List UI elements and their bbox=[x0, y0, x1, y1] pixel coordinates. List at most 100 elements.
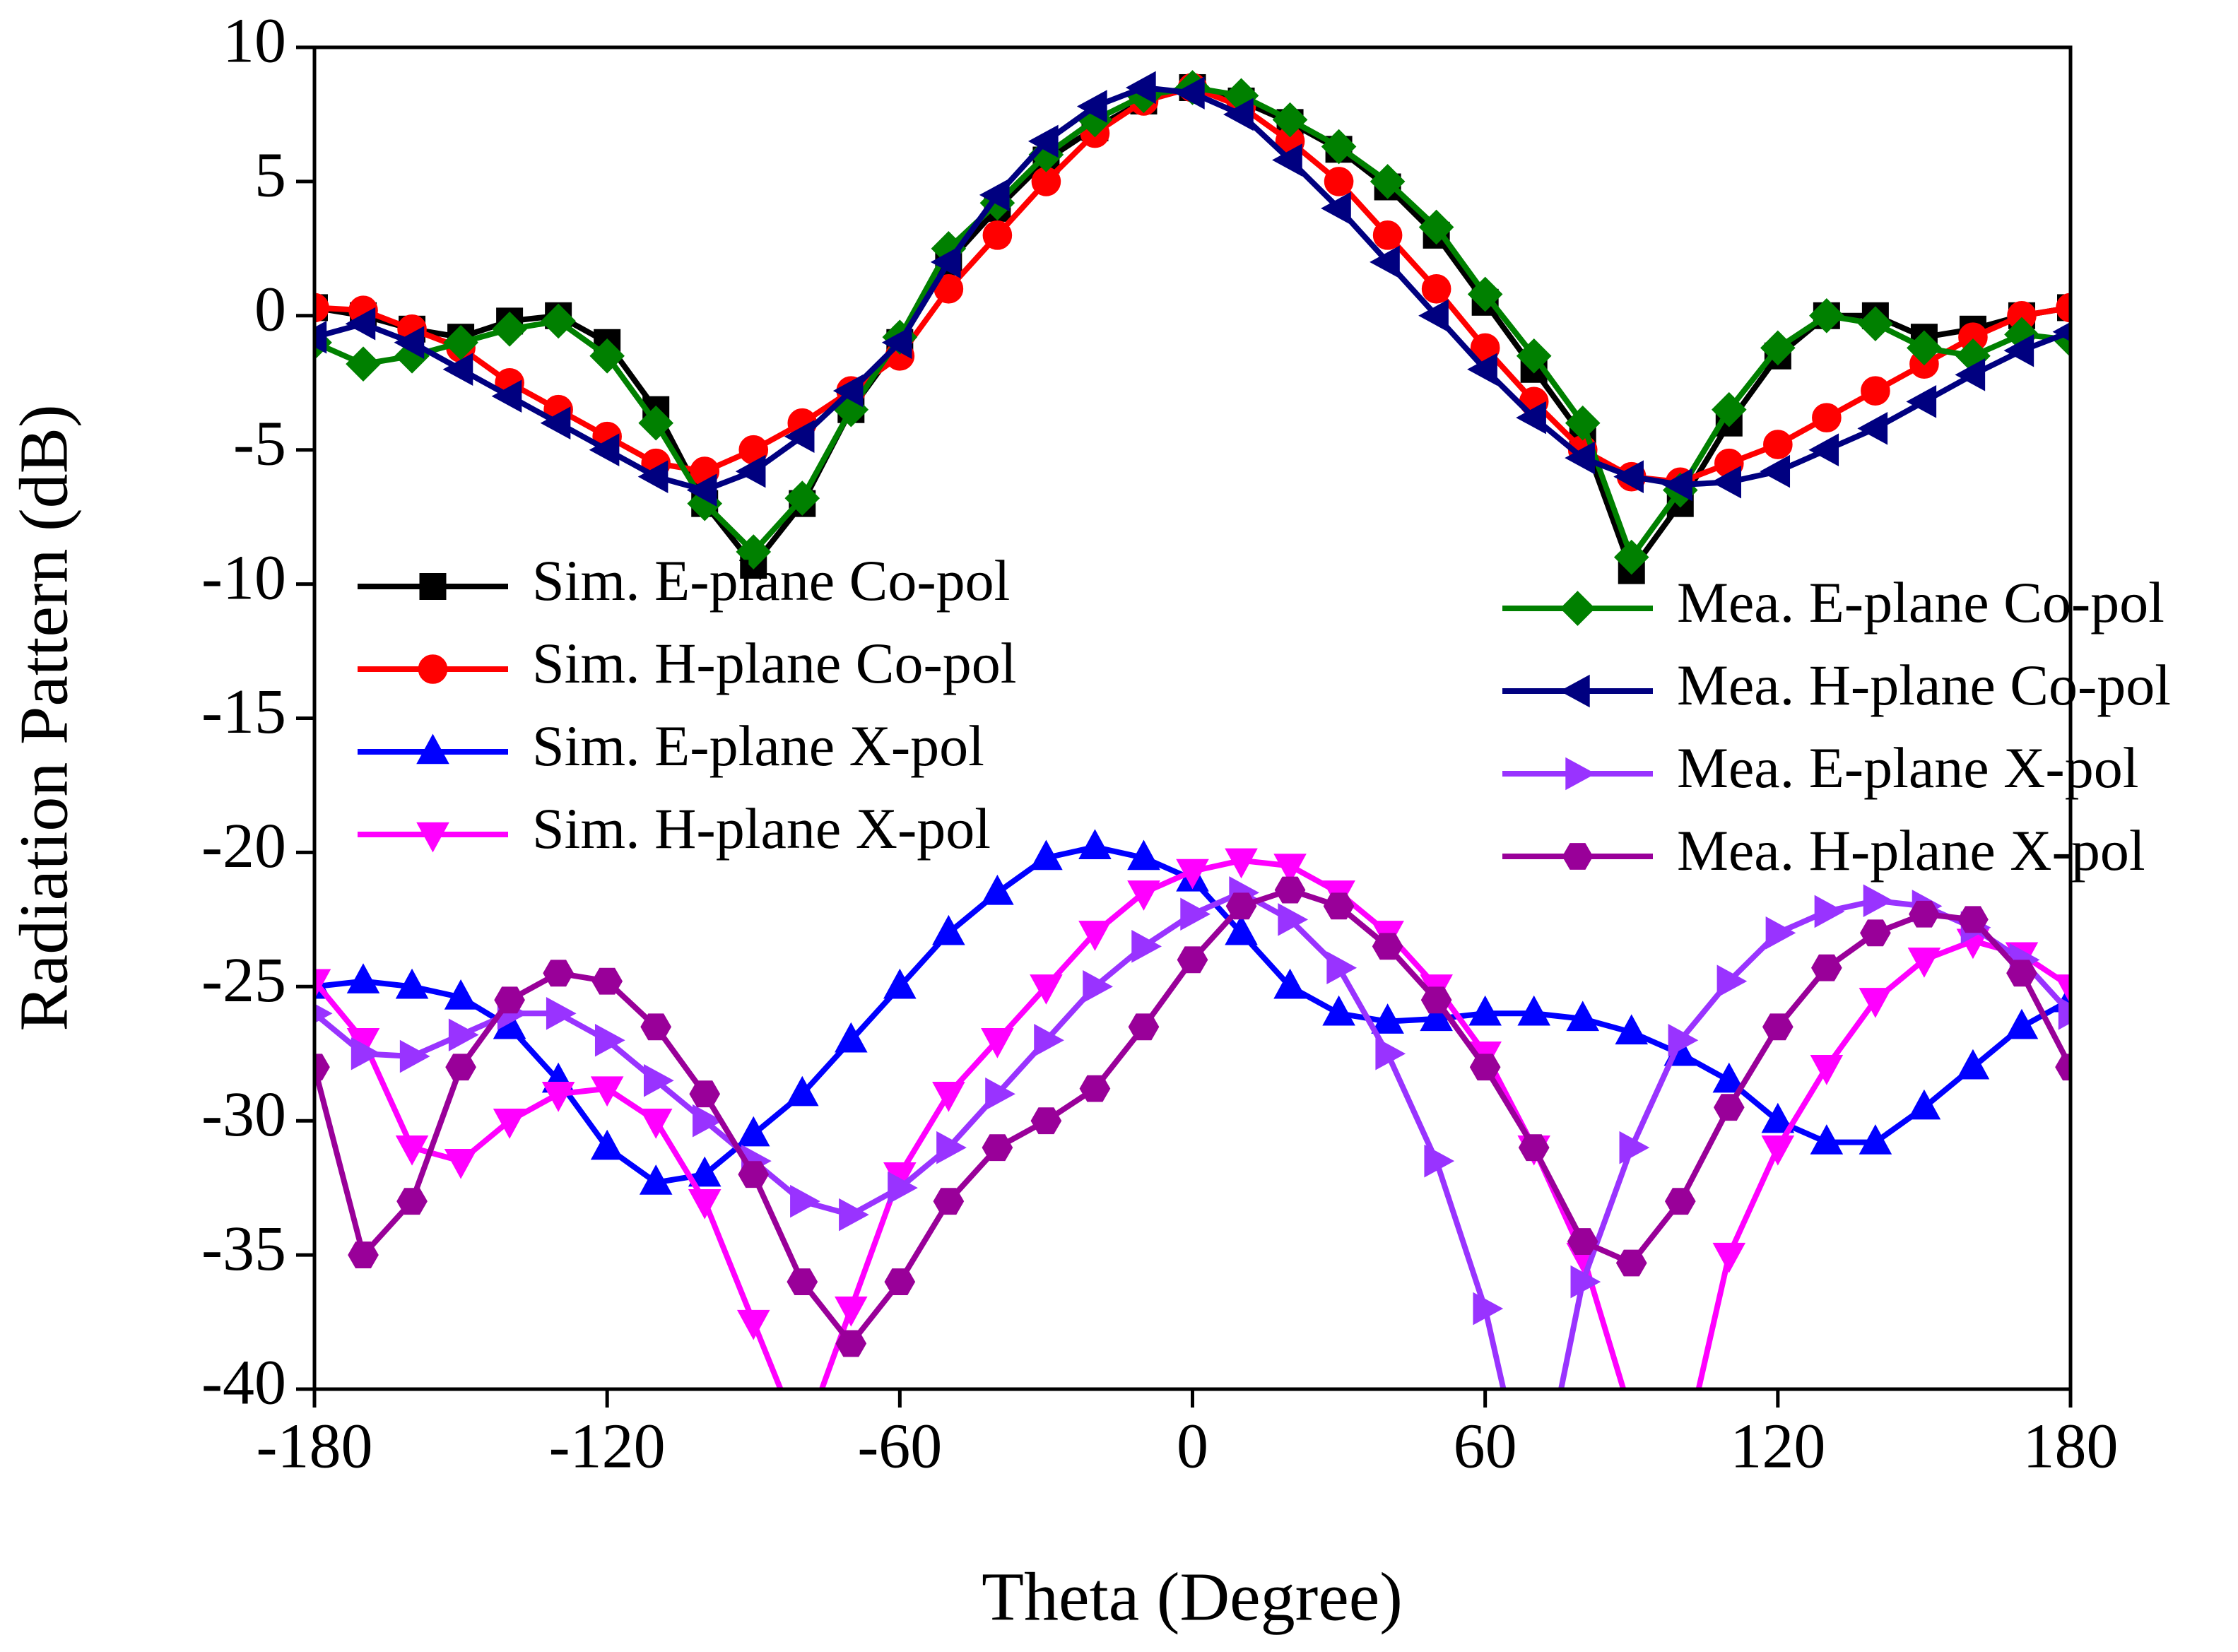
y-tick-label: -25 bbox=[201, 945, 286, 1015]
marker bbox=[1424, 1144, 1455, 1178]
marker bbox=[1321, 191, 1351, 225]
marker bbox=[981, 1028, 1014, 1058]
marker bbox=[1180, 897, 1211, 931]
marker bbox=[1420, 986, 1452, 1014]
marker bbox=[1808, 433, 1839, 466]
marker bbox=[1516, 401, 1546, 435]
marker bbox=[639, 1109, 673, 1139]
marker bbox=[394, 326, 425, 360]
marker bbox=[784, 480, 820, 516]
marker bbox=[442, 353, 473, 387]
marker bbox=[643, 1063, 674, 1097]
marker bbox=[1372, 220, 1403, 250]
marker bbox=[395, 968, 429, 999]
y-tick-label: -5 bbox=[233, 408, 286, 478]
marker bbox=[1861, 376, 1890, 406]
marker bbox=[443, 324, 478, 360]
marker bbox=[686, 473, 717, 507]
marker bbox=[2054, 974, 2071, 1005]
marker bbox=[444, 979, 478, 1010]
x-tick-label: -120 bbox=[549, 1412, 666, 1482]
marker bbox=[1859, 1124, 1892, 1155]
legend-label: Mea. H-plane X-pol bbox=[1677, 818, 2145, 883]
marker bbox=[1566, 1001, 1600, 1032]
marker bbox=[835, 1296, 868, 1327]
legend-marker bbox=[419, 573, 447, 600]
marker bbox=[736, 1309, 770, 1340]
marker bbox=[981, 874, 1014, 905]
marker bbox=[1713, 1094, 1745, 1121]
marker bbox=[1469, 1054, 1501, 1081]
series-line bbox=[314, 844, 2071, 1186]
marker bbox=[835, 1022, 868, 1053]
marker bbox=[884, 1268, 916, 1296]
marker bbox=[1518, 1134, 1550, 1162]
marker bbox=[396, 1188, 428, 1215]
marker bbox=[1810, 1124, 1844, 1155]
marker bbox=[1370, 164, 1406, 199]
marker bbox=[589, 433, 620, 466]
marker bbox=[1565, 405, 1601, 441]
x-tick-label: 0 bbox=[1177, 1412, 1208, 1482]
marker bbox=[930, 245, 961, 279]
marker bbox=[2055, 1054, 2071, 1081]
marker bbox=[1712, 1242, 1746, 1273]
marker bbox=[1076, 90, 1107, 123]
marker bbox=[1127, 839, 1160, 871]
marker bbox=[1177, 946, 1208, 974]
marker bbox=[1516, 338, 1552, 374]
marker bbox=[1274, 876, 1306, 904]
y-tick-label: -30 bbox=[201, 1080, 286, 1150]
marker bbox=[639, 1164, 673, 1195]
y-tick-label: -10 bbox=[201, 543, 286, 613]
marker bbox=[1909, 900, 1940, 928]
marker bbox=[1665, 1458, 1695, 1487]
marker bbox=[688, 1156, 722, 1187]
legend-marker bbox=[1560, 674, 1590, 708]
marker bbox=[1615, 1014, 1649, 1045]
marker bbox=[1662, 468, 1692, 502]
marker bbox=[1418, 299, 1449, 333]
marker bbox=[982, 1134, 1013, 1162]
marker bbox=[1079, 1075, 1111, 1102]
marker bbox=[640, 1013, 672, 1041]
marker bbox=[399, 1039, 430, 1073]
legend-marker bbox=[418, 654, 448, 684]
marker bbox=[314, 1054, 330, 1081]
marker bbox=[346, 346, 381, 382]
legend-marker bbox=[416, 822, 449, 853]
marker bbox=[1907, 1089, 1941, 1120]
legend-label: Mea. H-plane Co-pol bbox=[1677, 653, 2171, 717]
marker bbox=[1760, 330, 1796, 366]
marker bbox=[1857, 412, 1888, 445]
marker bbox=[494, 986, 525, 1014]
marker bbox=[1324, 167, 1354, 196]
marker bbox=[787, 1432, 818, 1460]
marker bbox=[1517, 995, 1550, 1026]
legend-marker bbox=[416, 733, 449, 765]
marker bbox=[1615, 1249, 1647, 1277]
legend-marker bbox=[1560, 591, 1596, 626]
y-tick-label: 5 bbox=[254, 141, 286, 211]
marker bbox=[1711, 465, 1742, 499]
marker bbox=[346, 963, 380, 993]
marker bbox=[348, 1241, 379, 1269]
marker bbox=[1664, 1188, 1696, 1215]
marker bbox=[2052, 321, 2071, 342]
marker bbox=[591, 967, 623, 995]
marker bbox=[590, 1076, 624, 1107]
marker bbox=[1565, 441, 1595, 475]
marker bbox=[1083, 970, 1113, 1003]
marker bbox=[883, 968, 917, 999]
marker bbox=[1128, 1013, 1160, 1041]
marker bbox=[1955, 358, 1986, 391]
marker bbox=[493, 1109, 526, 1139]
marker bbox=[1468, 995, 1502, 1026]
marker bbox=[1716, 964, 1748, 998]
marker bbox=[1761, 1102, 1795, 1133]
marker bbox=[1174, 76, 1205, 110]
marker bbox=[1078, 921, 1112, 951]
marker bbox=[1225, 892, 1257, 920]
marker bbox=[395, 1135, 429, 1166]
